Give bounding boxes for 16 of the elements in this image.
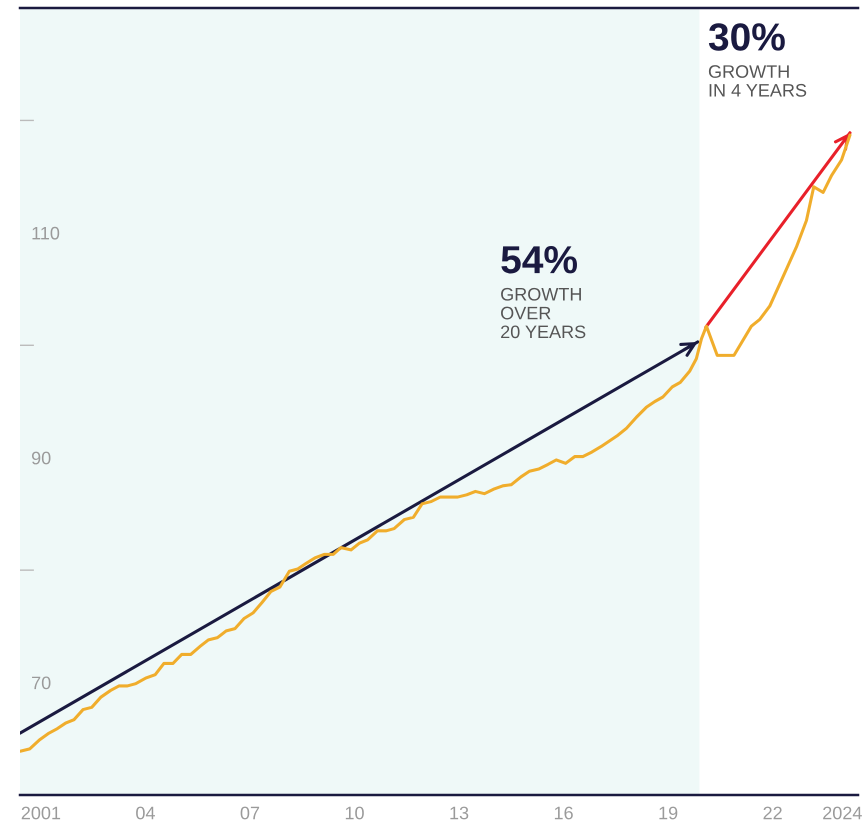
x-tick-label: 19 (659, 806, 678, 820)
x-tick-label: 04 (136, 806, 155, 820)
x-tick-label: 22 (764, 806, 782, 820)
x-tick-label: 2024 (823, 806, 862, 820)
annotation: GROWTH OVER 20 YEARS (501, 288, 586, 338)
x-tick-label: 16 (554, 806, 573, 820)
x-tick-label: 10 (346, 806, 364, 820)
annotation: 30% (708, 23, 785, 51)
annotation: 54% (501, 246, 577, 274)
y-tick-label: 110 (32, 226, 60, 240)
x-tick-label: 07 (240, 806, 260, 820)
y-tick-label: 70 (32, 676, 50, 690)
x-tick-label: 13 (450, 806, 468, 820)
annotation: GROWTH IN 4 YEARS (708, 65, 806, 97)
y-tick-label: 90 (32, 452, 50, 464)
x-tick-label: 2001 (22, 806, 60, 820)
